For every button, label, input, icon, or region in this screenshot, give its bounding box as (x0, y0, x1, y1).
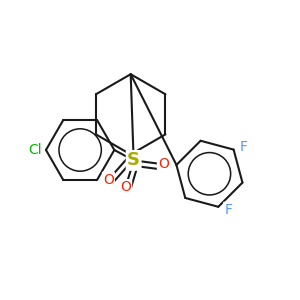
Text: Cl: Cl (28, 143, 41, 157)
Text: O: O (103, 173, 114, 187)
Text: O: O (120, 180, 131, 194)
Text: O: O (158, 157, 169, 171)
Text: S: S (127, 152, 140, 169)
Text: F: F (224, 203, 232, 217)
Text: F: F (240, 140, 248, 154)
